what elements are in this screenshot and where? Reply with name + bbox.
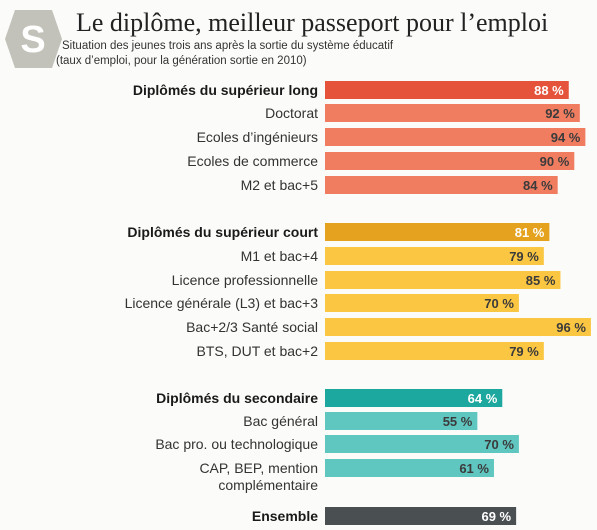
group-label: Diplômés du supérieur long bbox=[133, 82, 318, 98]
bar bbox=[325, 128, 586, 146]
bar-value-label: 79 % bbox=[509, 344, 539, 359]
category-label: CAP, BEP, mention complémentaire bbox=[199, 460, 318, 493]
bar bbox=[325, 342, 544, 360]
bar bbox=[325, 81, 569, 99]
chart-subtitle: Situation des jeunes trois ans après la … bbox=[62, 40, 394, 52]
bar-value-label: 79 % bbox=[509, 249, 539, 264]
category-label: Bac général bbox=[243, 413, 318, 429]
bar bbox=[325, 412, 478, 430]
logo-badge-icon: S bbox=[5, 10, 62, 68]
chart-title: Le diplôme, meilleur passeport pour l’em… bbox=[76, 8, 549, 37]
bar bbox=[325, 104, 580, 122]
bar bbox=[325, 459, 494, 477]
bar-value-label: 70 % bbox=[484, 296, 514, 311]
bar-value-label: 90 % bbox=[540, 154, 570, 169]
group-label: Diplômés du secondaire bbox=[156, 390, 318, 406]
bar-value-label: 92 % bbox=[545, 106, 575, 121]
bar bbox=[325, 435, 519, 453]
bar-value-label: 70 % bbox=[484, 437, 514, 452]
bar bbox=[325, 152, 575, 170]
category-label: Licence professionnelle bbox=[172, 272, 319, 288]
bar bbox=[325, 223, 550, 241]
category-label: Bac+2/3 Santé social bbox=[186, 319, 318, 335]
bar-value-label: 84 % bbox=[523, 178, 553, 193]
bar bbox=[325, 507, 517, 525]
category-label: Licence générale (L3) et bac+3 bbox=[125, 295, 319, 311]
bar bbox=[325, 389, 503, 407]
bar-value-label: 55 % bbox=[443, 414, 473, 429]
bar bbox=[325, 247, 544, 265]
category-label: BTS, DUT et bac+2 bbox=[196, 343, 318, 359]
bar bbox=[325, 176, 558, 194]
bar-value-label: 96 % bbox=[556, 320, 586, 335]
group-label: Diplômés du supérieur court bbox=[127, 224, 318, 240]
bar bbox=[325, 318, 591, 336]
logo-letter: S bbox=[20, 19, 45, 61]
category-label: Bac pro. ou technologique bbox=[155, 436, 318, 452]
category-label: M2 et bac+5 bbox=[241, 177, 319, 193]
chart-subtitle-note: (taux d’emploi, pour la génération sorti… bbox=[56, 55, 307, 67]
bar-value-label: 61 % bbox=[459, 461, 489, 476]
category-label: M1 et bac+4 bbox=[241, 248, 319, 264]
bar bbox=[325, 294, 519, 312]
bar-value-label: 94 % bbox=[551, 130, 581, 145]
bar-value-label: 88 % bbox=[534, 83, 564, 98]
category-label: Doctorat bbox=[265, 105, 318, 121]
bar-value-label: 81 % bbox=[515, 225, 545, 240]
category-label: Ecoles d’ingénieurs bbox=[197, 129, 318, 145]
group-label: Ensemble bbox=[252, 508, 318, 524]
bar-value-label: 64 % bbox=[468, 391, 498, 406]
category-label: Ecoles de commerce bbox=[187, 153, 318, 169]
bar bbox=[325, 271, 561, 289]
bar-value-label: 69 % bbox=[481, 509, 511, 524]
bar-value-label: 85 % bbox=[526, 273, 556, 288]
